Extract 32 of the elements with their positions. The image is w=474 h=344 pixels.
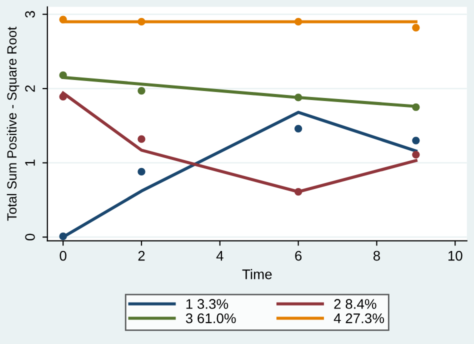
point — [412, 150, 420, 158]
x-tick-label: 2 — [138, 250, 145, 261]
x-tick-label: 0 — [60, 250, 66, 261]
legend-label: 3 61.0% — [186, 313, 236, 324]
point — [138, 86, 146, 95]
point — [412, 103, 420, 111]
point — [59, 232, 67, 240]
point — [138, 168, 146, 176]
x-tick-label: 4 — [216, 251, 224, 261]
point — [59, 16, 67, 24]
point — [138, 18, 146, 26]
y-tick-label: 1 — [25, 160, 35, 166]
x-tick-label: 8 — [373, 250, 380, 261]
x-axis-title: Time — [242, 269, 272, 280]
legend-label: 1 3.3% — [186, 299, 228, 309]
legend-label: 4 27.3% — [334, 313, 384, 324]
y-tick-label: 3 — [25, 11, 35, 18]
y-tick-label: 0 — [25, 234, 35, 240]
y-axis-title: Total Sum Positive - Square Root — [6, 26, 20, 221]
point — [412, 136, 420, 144]
point — [138, 135, 146, 143]
point — [412, 24, 420, 32]
point — [294, 18, 302, 26]
point — [59, 92, 67, 101]
y-tick-label: 2 — [25, 85, 35, 92]
point — [294, 188, 302, 196]
x-tick-label: 10 — [448, 250, 462, 261]
point — [294, 124, 302, 132]
point — [294, 94, 302, 102]
point — [59, 71, 67, 80]
x-tick-label: 6 — [295, 250, 302, 261]
legend-label: 2 8.4% — [334, 299, 376, 309]
